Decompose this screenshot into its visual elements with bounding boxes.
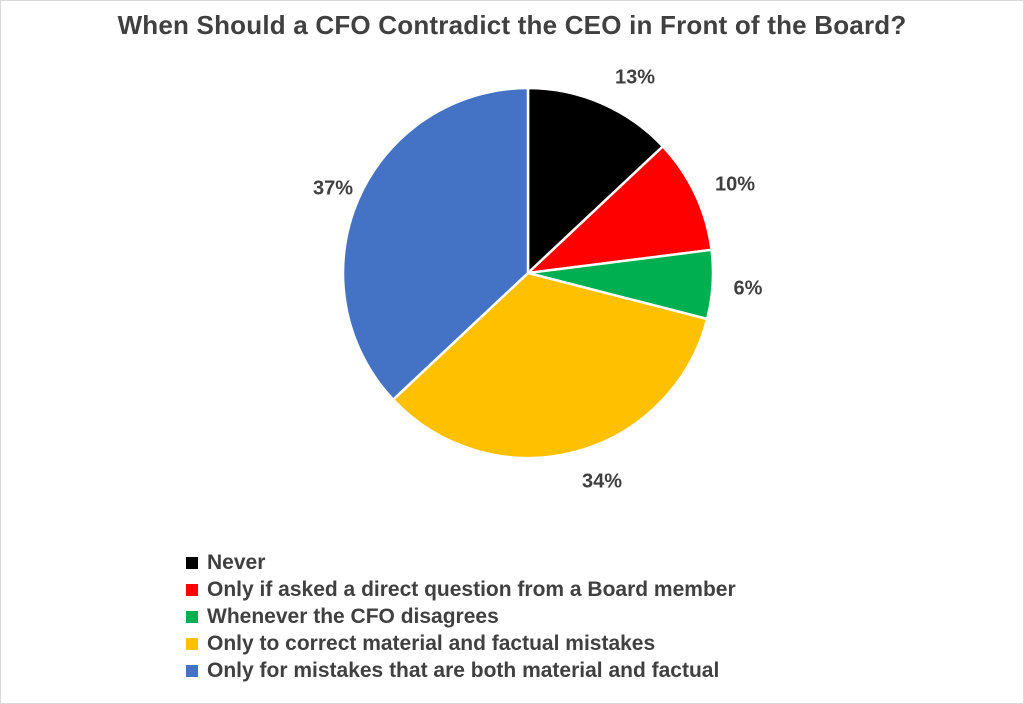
legend-label: Whenever the CFO disagrees [207,604,499,628]
pie-slice-only-to-correct-material-and-factual-mistakes [391,271,709,460]
legend-label: Only if asked a direct question from a B… [207,577,736,601]
chart-title: When Should a CFO Contradict the CEO in … [117,10,907,40]
legend-swatch [186,610,198,623]
data-label-only-if-asked-a-direct-question-from-a-board-member: 10% [715,173,755,195]
legend-swatch [186,664,198,677]
data-label-never: 13% [615,66,655,88]
legend-swatch [186,637,198,650]
data-label-only-to-correct-material-and-factual-mistakes: 34% [582,470,622,492]
chart-legend: Never Only if asked a direct question fro… [186,549,736,684]
legend-label: Only for mistakes that are both material… [207,658,720,682]
pie-slice-never [526,86,665,275]
legend-swatch [186,583,198,596]
pie-slice-only-for-mistakes-that-are-both-material-and-factual [341,86,530,401]
pie-slices [341,86,715,460]
pie-data-labels: 13% 10% 6% 34% 37% [313,66,763,492]
legend-item-never: Never [186,549,736,576]
data-label-only-for-mistakes-that-are-both-material-and-factual: 37% [313,177,353,199]
data-label-whenever-the-cfo-disagrees: 6% [734,277,763,299]
legend-item-only-for-mistakes-that-are-both-material-and-factual: Only for mistakes that are both material… [186,657,736,684]
legend-item-whenever-the-cfo-disagrees: Whenever the CFO disagrees [186,603,736,630]
legend-item-only-to-correct-material-and-factual-mistakes: Only to correct material and factual mis… [186,630,736,657]
legend-item-only-if-asked-a-direct-question-from-a-board-member: Only if asked a direct question from a B… [186,576,736,603]
legend-label: Only to correct material and factual mis… [207,631,656,655]
pie-slice-only-if-asked-a-direct-question-from-a-board-member [526,145,713,275]
legend-label: Never [207,550,266,574]
legend-swatch [186,556,198,569]
